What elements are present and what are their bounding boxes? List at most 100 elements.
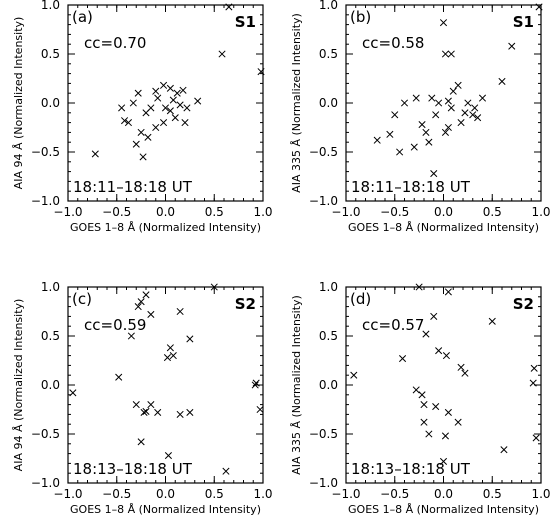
y-tick-label: −0.5 [309, 427, 338, 441]
data-point [139, 153, 147, 161]
data-point [396, 148, 404, 156]
x-tick-label: −0.5 [102, 205, 131, 219]
data-point [210, 283, 218, 291]
data-point [194, 97, 202, 105]
panel-letter: (c) [72, 290, 92, 308]
time-range: 18:13–18:18 UT [351, 460, 471, 478]
panel-b: −1.0−1.0 −0.5 −0.5 0.0 0.0 0.5 0.5 1.0 1.0 GOES 1… [290, 0, 550, 234]
time-range: 18:13–18:18 UT [73, 460, 193, 478]
data-point [257, 68, 265, 76]
data-point [132, 140, 140, 148]
data-point [410, 143, 418, 151]
data-point [176, 101, 184, 109]
data-point [422, 330, 430, 338]
data-point [418, 121, 426, 129]
data-point [478, 94, 487, 102]
data-point [412, 386, 420, 394]
data-point [441, 128, 450, 136]
y-axis-label: AIA 94 Å (Normalized Intensity) [12, 299, 25, 472]
y-tick-label: −1.0 [309, 194, 338, 208]
y-tick-label: 0.5 [319, 47, 338, 61]
time-range: 18:11–18:18 UT [351, 178, 471, 196]
data-point [154, 94, 162, 102]
x-tick-label: −0.5 [380, 487, 409, 501]
data-point [186, 408, 194, 416]
x-tick-label: 0.5 [483, 487, 502, 501]
data-point [166, 344, 174, 352]
data-point [425, 430, 433, 438]
data-point [439, 19, 448, 27]
data-point [449, 87, 457, 95]
y-tick-label: 0.0 [41, 96, 60, 110]
data-point [225, 3, 233, 11]
x-tick-label: 1.0 [253, 487, 272, 501]
data-point [400, 99, 409, 107]
data-point [532, 434, 540, 442]
data-point [398, 354, 407, 363]
data-point [435, 347, 443, 355]
data-point [147, 401, 155, 409]
data-point [469, 111, 477, 119]
data-point [530, 364, 538, 372]
data-point [163, 354, 172, 362]
y-tick-label: 1.0 [41, 280, 60, 294]
data-point [147, 310, 155, 318]
x-axis-label: GOES 1–8 Å (Normalized Intensity) [70, 503, 261, 516]
y-tick-label: 0.0 [41, 378, 60, 392]
y-tick-label: −0.5 [309, 145, 338, 159]
x-tick-label: 0.0 [156, 205, 175, 219]
data-point [535, 3, 543, 11]
y-axis-label: AIA 335 Å (Normalized Intensity) [290, 295, 303, 475]
data-point [159, 81, 168, 89]
data-point [251, 381, 259, 389]
data-point [474, 114, 482, 122]
x-tick-label: 0.5 [205, 205, 224, 219]
data-point [373, 136, 381, 144]
data-point [454, 81, 462, 89]
data-point [144, 133, 152, 141]
x-tick-label: −1.0 [331, 205, 360, 219]
data-point [428, 94, 436, 102]
y-tick-label: 1.0 [319, 0, 338, 12]
data-point [442, 352, 450, 360]
data-point [134, 89, 142, 97]
y-tick-label: −1.0 [309, 476, 338, 490]
data-point [441, 50, 450, 58]
set-label: S1 [235, 13, 256, 31]
data-point [179, 86, 187, 94]
x-tick-label: −1.0 [53, 487, 82, 501]
data-point [147, 104, 155, 112]
set-label: S2 [513, 295, 534, 313]
data-point [154, 408, 162, 416]
y-tick-label: 1.0 [41, 0, 60, 12]
data-point [444, 97, 452, 105]
data-point [127, 332, 135, 340]
data-point [152, 87, 160, 95]
x-tick-label: 0.0 [434, 205, 453, 219]
x-tick-label: 0.5 [483, 205, 502, 219]
data-point [252, 379, 260, 387]
data-point [132, 401, 140, 409]
y-tick-label: −0.5 [31, 145, 60, 159]
data-point [430, 312, 438, 320]
data-point [173, 89, 181, 97]
data-point [176, 307, 184, 316]
panel-c: −1.0−1.0 −0.5 −0.5 0.0 0.0 0.5 0.5 1.0 1.0 GOES 1… [12, 280, 273, 516]
data-point [159, 119, 168, 127]
y-tick-label: 0.5 [41, 329, 60, 343]
y-tick-label: 0.5 [319, 329, 338, 343]
data-point [444, 123, 452, 132]
data-point [118, 104, 126, 112]
data-point [137, 128, 145, 136]
y-axis-label: AIA 335 Å (Normalized Intensity) [290, 13, 303, 193]
x-tick-label: −0.5 [380, 205, 409, 219]
correlation-coefficient: cc=0.59 [84, 316, 146, 334]
y-tick-label: 0.5 [41, 47, 60, 61]
data-point [183, 104, 191, 112]
data-point [176, 410, 184, 418]
data-point [169, 96, 177, 104]
y-tick-label: −1.0 [31, 476, 60, 490]
data-point [454, 418, 462, 426]
x-tick-label: 1.0 [531, 487, 550, 501]
